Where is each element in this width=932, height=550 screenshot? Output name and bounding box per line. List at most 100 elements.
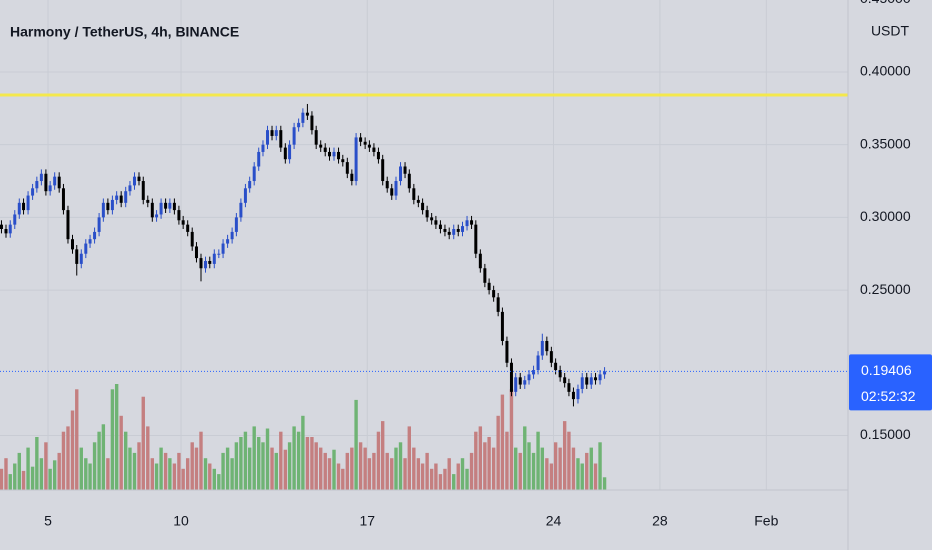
candle-body xyxy=(323,147,327,152)
x-tick-label: 24 xyxy=(546,513,562,529)
volume-bar xyxy=(434,463,438,490)
candle-body xyxy=(172,202,176,211)
candle-body xyxy=(53,176,57,186)
volume-bar xyxy=(270,447,274,490)
volume-bar xyxy=(523,426,527,490)
candle-body xyxy=(509,362,513,392)
candle-body xyxy=(44,173,48,192)
y-tick-label: 0.40000 xyxy=(860,63,911,79)
candle-body xyxy=(492,290,496,298)
candle-body xyxy=(332,151,336,157)
candle-body xyxy=(319,144,323,148)
candle-body xyxy=(61,188,65,211)
x-tick-label: 17 xyxy=(359,513,375,529)
x-tick-label: Feb xyxy=(754,513,778,529)
candle-body xyxy=(434,220,438,225)
candle-body xyxy=(292,127,296,145)
volume-bar xyxy=(168,458,172,490)
volume-bar xyxy=(132,452,137,490)
candle-body xyxy=(438,224,442,230)
candle-body xyxy=(341,159,345,163)
volume-bar xyxy=(500,394,505,490)
last-price-box xyxy=(849,354,932,411)
candle-body xyxy=(381,159,385,182)
y-tick-label: 0.25000 xyxy=(860,281,911,297)
candle-body xyxy=(119,195,123,203)
volume-bar xyxy=(367,458,372,490)
candle-body xyxy=(580,377,584,389)
candle-body xyxy=(26,195,30,211)
candle-body xyxy=(337,151,341,160)
candle-body xyxy=(141,181,145,200)
candle-body xyxy=(155,214,159,218)
volume-bar xyxy=(376,431,381,490)
volume-bar xyxy=(203,458,208,490)
volume-bar xyxy=(438,474,443,490)
candle-body xyxy=(363,141,367,145)
volume-bar xyxy=(323,452,327,490)
volume-bar xyxy=(92,442,97,490)
volume-bar xyxy=(30,466,35,490)
volume-bar xyxy=(483,442,487,490)
candle-body xyxy=(186,224,190,232)
volume-bar xyxy=(465,468,469,490)
volume-bar xyxy=(456,463,460,490)
volume-bar xyxy=(8,474,12,490)
candle-body xyxy=(443,229,447,232)
volume-bar xyxy=(243,431,248,490)
volume-bar xyxy=(416,458,421,490)
candle-body xyxy=(532,370,536,375)
volume-bar xyxy=(150,458,155,490)
candle-body xyxy=(594,377,598,381)
candle-body xyxy=(164,202,168,209)
candle-body xyxy=(274,130,278,136)
candle-body xyxy=(563,377,567,384)
y-tick-label: 0.35000 xyxy=(860,135,911,151)
candle-body xyxy=(554,362,558,371)
volume-bar xyxy=(345,452,350,490)
volume-bar xyxy=(119,415,123,490)
candle-body xyxy=(234,217,238,232)
volume-bar xyxy=(0,468,4,490)
volume-bar xyxy=(114,384,119,490)
candle-body xyxy=(93,231,97,240)
candle-body xyxy=(585,377,589,385)
candle-body xyxy=(270,130,274,136)
volume-bar xyxy=(336,463,341,490)
volume-bar xyxy=(208,463,212,490)
candle-body xyxy=(327,151,331,157)
candle-body xyxy=(57,176,61,189)
volume-bar xyxy=(283,449,288,490)
volume-bar xyxy=(279,431,283,490)
volume-bar xyxy=(146,426,150,490)
candle-body xyxy=(226,239,230,244)
volume-bar xyxy=(514,447,518,490)
volume-bar xyxy=(363,447,367,490)
candle-body xyxy=(132,176,136,186)
candle-body xyxy=(523,380,527,385)
volume-bar xyxy=(265,428,270,490)
candle-body xyxy=(128,185,132,192)
candle-body xyxy=(505,340,509,363)
volume-bar xyxy=(52,460,57,490)
candle-body xyxy=(212,253,216,264)
candle-body xyxy=(257,151,261,167)
volume-bar xyxy=(589,447,593,490)
candle-body xyxy=(478,253,482,269)
volume-bar xyxy=(571,447,576,490)
volume-bar xyxy=(185,458,190,490)
volume-bar xyxy=(394,447,398,490)
chart-title: Harmony / TetherUS, 4h, BINANCE xyxy=(10,24,239,40)
candle-body xyxy=(146,199,150,203)
volume-bar xyxy=(452,474,456,490)
volume-bar xyxy=(580,463,584,490)
volume-bar xyxy=(128,447,132,490)
volume-bar xyxy=(163,452,168,490)
candle-body xyxy=(221,243,225,254)
volume-bar xyxy=(159,447,163,490)
volume-bar xyxy=(221,452,225,490)
candle-body xyxy=(239,202,243,218)
volume-bar xyxy=(585,452,589,490)
volume-bar xyxy=(35,437,39,490)
candle-body xyxy=(359,137,363,142)
